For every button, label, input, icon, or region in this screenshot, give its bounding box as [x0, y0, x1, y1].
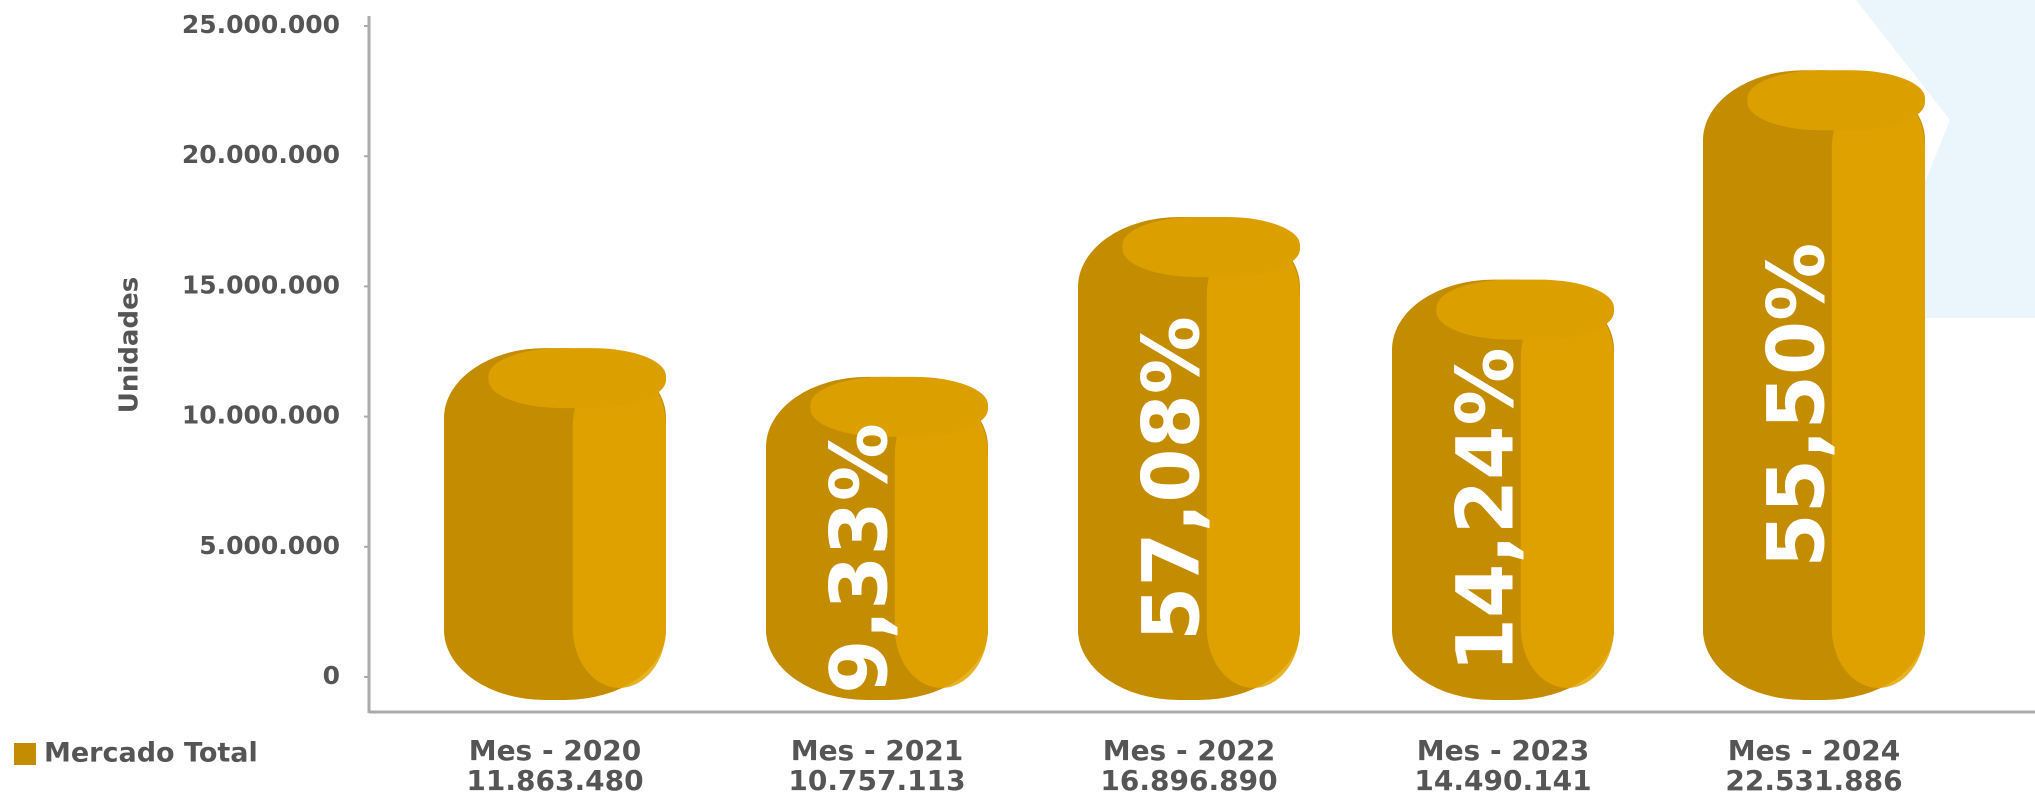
growth-label: 9,33% [815, 423, 905, 694]
y-tick-label: 0 [323, 661, 340, 690]
bar-side [1831, 88, 1925, 688]
x-tick-label: Mes - 2021 [791, 734, 964, 767]
growth-label: 14,24% [1441, 347, 1531, 672]
legend-label: Mercado Total [44, 738, 258, 769]
growth-label: 55,50% [1752, 243, 1842, 568]
background-shape [1856, 0, 2035, 318]
bar-side [894, 394, 988, 688]
bar-top [1747, 70, 1925, 131]
bar-top [488, 348, 666, 409]
x-tick-label: Mes - 2023 [1417, 734, 1590, 767]
y-tick-label: 25.000.000 [182, 10, 340, 39]
bar-top [810, 376, 988, 437]
x-value-label: 10.757.113 [788, 764, 965, 797]
x-tick-label: Mes - 2022 [1103, 734, 1276, 767]
x-value-label: 11.863.480 [466, 764, 643, 797]
x-value-label: 14.490.141 [1414, 764, 1591, 797]
x-value-label: 22.531.886 [1725, 764, 1902, 797]
y-tick-label: 10.000.000 [182, 401, 340, 430]
bar-side [572, 366, 666, 688]
growth-label: 57,08% [1127, 316, 1217, 641]
bar-side [1520, 297, 1614, 688]
y-tick-label: 5.000.000 [199, 531, 340, 560]
x-tick-label: Mes - 2020 [469, 734, 642, 767]
bar-side [1206, 235, 1300, 688]
legend-swatch [14, 743, 36, 765]
x-value-label: 16.896.890 [1100, 764, 1277, 797]
bar-top [1122, 217, 1300, 278]
bar-top [1436, 279, 1614, 340]
y-axis-label: Unidades [115, 277, 145, 413]
y-tick-label: 20.000.000 [182, 140, 340, 169]
y-tick-label: 15.000.000 [182, 270, 340, 299]
x-tick-label: Mes - 2024 [1728, 734, 1901, 767]
